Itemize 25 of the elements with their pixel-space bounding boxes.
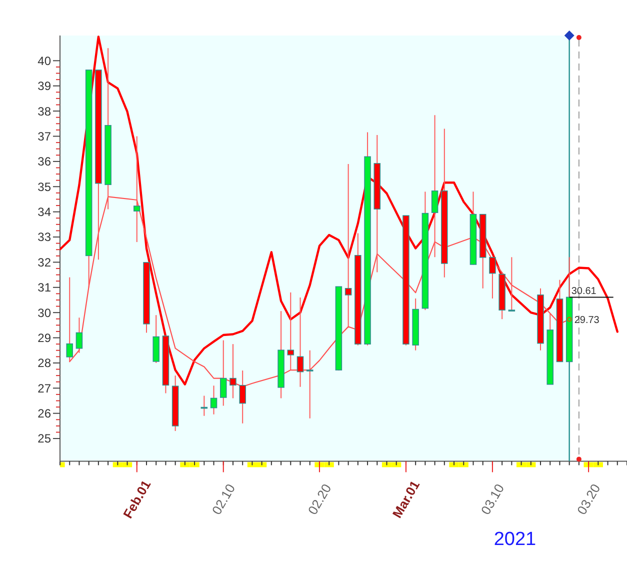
y-tick-label: 38 (38, 104, 52, 118)
y-tick-label: 30 (38, 306, 52, 320)
y-tick-label: 39 (38, 79, 52, 94)
line-series (60, 36, 618, 386)
y-tick-label: 31 (38, 280, 52, 295)
y-tick-label: 32 (38, 255, 52, 270)
y-tick-label: 37 (38, 129, 52, 144)
annotation: 30.61 (571, 286, 597, 298)
candlestick (287, 292, 294, 372)
y-tick-label: 34 (38, 205, 52, 220)
y-tick-label: 27 (38, 381, 52, 396)
candlestick (210, 385, 218, 415)
y-tick-label: 35 (38, 180, 52, 194)
candlestick (508, 256, 516, 312)
y-tick-label: 36 (38, 154, 52, 169)
y-tick-label: 25 (38, 432, 52, 446)
y-tick-label: 28 (38, 356, 52, 370)
y-tick-label: 29 (38, 330, 52, 345)
annotation: 29.73 (574, 314, 600, 326)
candlestick (489, 256, 496, 299)
y-tick-label: 26 (38, 406, 52, 421)
x-axis-title: 2021 (494, 529, 536, 550)
candlestick (76, 317, 83, 354)
y-tick-label: 33 (38, 230, 52, 244)
y-tick-label: 40 (38, 54, 52, 68)
